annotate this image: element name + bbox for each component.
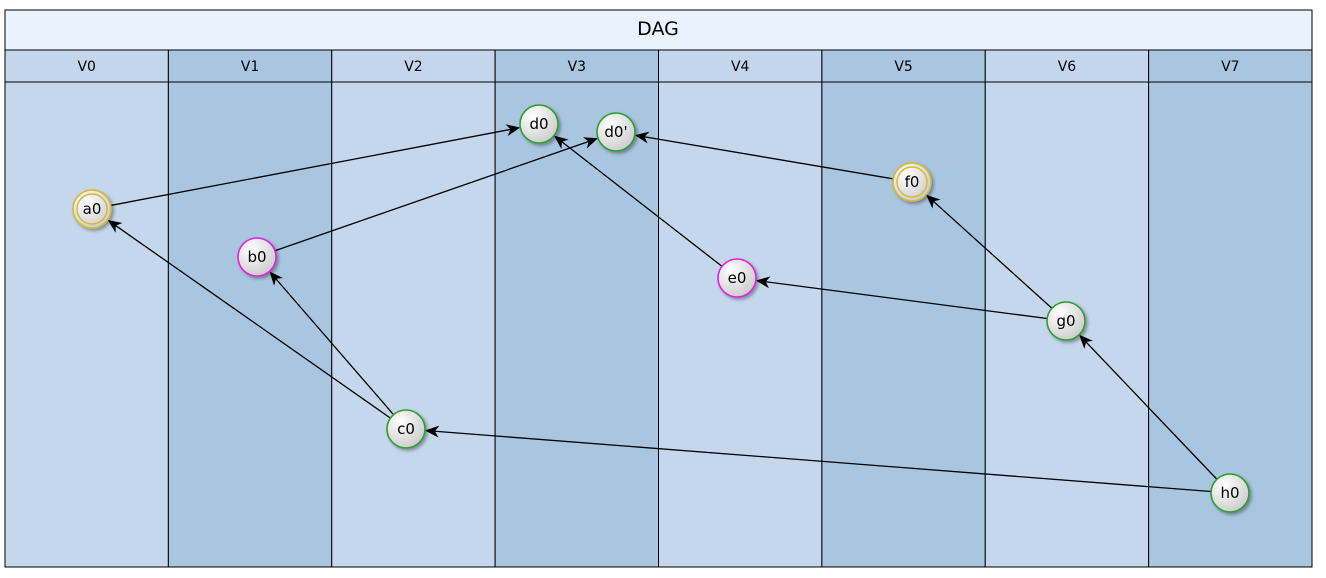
node-circle-c0 [386,409,426,449]
edge-e0-d0 [553,135,723,267]
node-label-d0p: d0' [604,123,627,141]
lane-v5 [821,81,986,568]
node-label-a0: a0 [83,200,102,218]
lane-header-v5 [821,49,986,83]
lane-label-v0: V0 [77,59,95,75]
node-label-g0: g0 [1056,312,1075,330]
node-circle-b0 [237,237,277,277]
node-c0[interactable]: c0 [386,409,426,449]
node-e0[interactable]: e0 [717,258,757,298]
node-circle-d0p [596,112,636,152]
node-label-h0: h0 [1220,484,1239,502]
lane-header-v3 [494,49,659,83]
lane-v3 [494,81,659,568]
lane-label-v6: V6 [1058,59,1077,75]
node-f0[interactable]: f0 [892,162,932,202]
lane-header-v0 [4,49,169,83]
node-inner-ring-f0 [896,166,928,198]
node-circle-a0 [72,189,112,229]
edge-b0-d0p [274,137,599,252]
node-circle-f0 [892,162,932,202]
node-h0[interactable]: h0 [1210,473,1250,513]
edge-h0-g0 [1079,334,1218,480]
lane-header-v1 [167,49,333,83]
lane-label-v3: V3 [568,59,586,75]
node-circle-e0 [717,258,757,298]
node-circle-d0 [519,104,559,144]
node-circle-h0 [1210,473,1250,513]
edges [107,124,1218,493]
lane-header-v7 [1148,49,1313,83]
lane-label-v5: V5 [894,59,912,75]
lanes: V0 V1 V2 V3 V4 V5 V6 V7 [4,49,1313,568]
node-label-d0: d0 [529,115,548,133]
node-label-f0: f0 [905,173,920,191]
node-g0[interactable]: g0 [1046,301,1086,341]
lane-header-v4 [658,49,823,83]
edge-g0-f0 [926,194,1053,309]
node-d0[interactable]: d0 [519,104,559,144]
edge-f0-d0p [634,131,894,180]
nodes: a0 b0 c0 d0 d0' e0 f0 g0 h0 [72,104,1250,513]
node-inner-ring-a0 [76,193,108,225]
edge-a0-d0 [110,124,521,207]
lane-label-v2: V2 [404,59,422,75]
lane-v0 [4,81,169,568]
node-circle-g0 [1046,301,1086,341]
node-label-b0: b0 [247,248,266,266]
lane-label-v7: V7 [1221,59,1239,75]
edge-c0-a0 [107,219,391,419]
lane-label-v1: V1 [241,59,259,75]
node-b0[interactable]: b0 [237,237,277,277]
lane-v1 [167,81,333,568]
lane-v4 [658,81,823,568]
node-label-c0: c0 [397,420,415,438]
node-a0[interactable]: a0 [72,189,112,229]
edge-h0-c0 [424,425,1212,493]
diagram-title: DAG [637,18,679,40]
edge-g0-e0 [755,276,1048,320]
lane-header-v6 [984,49,1150,83]
node-label-e0: e0 [728,269,747,287]
title-band [4,9,1313,51]
edge-c0-b0 [269,271,395,416]
lane-v2 [331,81,496,568]
node-d0p[interactable]: d0' [596,112,636,152]
lane-label-v4: V4 [731,59,750,75]
